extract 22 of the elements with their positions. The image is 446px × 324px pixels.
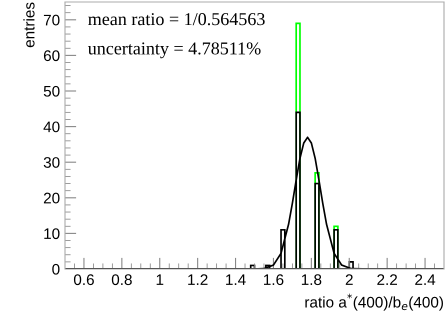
x-tick-label: 2.4 [415, 274, 436, 285]
x-tick-label: 1.6 [264, 274, 284, 286]
y-axis-title: entries [23, 2, 35, 48]
y-tick-label: 60 [44, 50, 60, 62]
x-tick-label: 0.6 [74, 274, 94, 286]
annotation: mean ratio = 1/0.564563 [88, 13, 265, 26]
y-tick-label: 0 [52, 264, 60, 275]
y-tick-label: 30 [44, 157, 60, 168]
x-tick-label: 2.2 [377, 274, 398, 285]
x-axis-title: ratio a$^{*}$(400)/b$_{e}$(400) [305, 294, 443, 311]
x-tick-label: 1.2 [188, 274, 208, 285]
x-tick-label: 2 [346, 274, 353, 285]
x-tick-label: 1 [156, 274, 164, 285]
x-tick-label: 0.8 [112, 274, 132, 286]
annotation: uncertainty = 4.78511% [88, 42, 261, 58]
x-tick-label: 1.4 [226, 274, 246, 285]
x-tick-label: 1.8 [302, 274, 322, 286]
y-tick-label: 20 [44, 192, 60, 204]
y-tick-label: 10 [44, 228, 60, 240]
y-tick-label: 70 [44, 14, 60, 26]
y-tick-label: 50 [44, 86, 60, 97]
y-tick-label: 40 [44, 121, 60, 132]
